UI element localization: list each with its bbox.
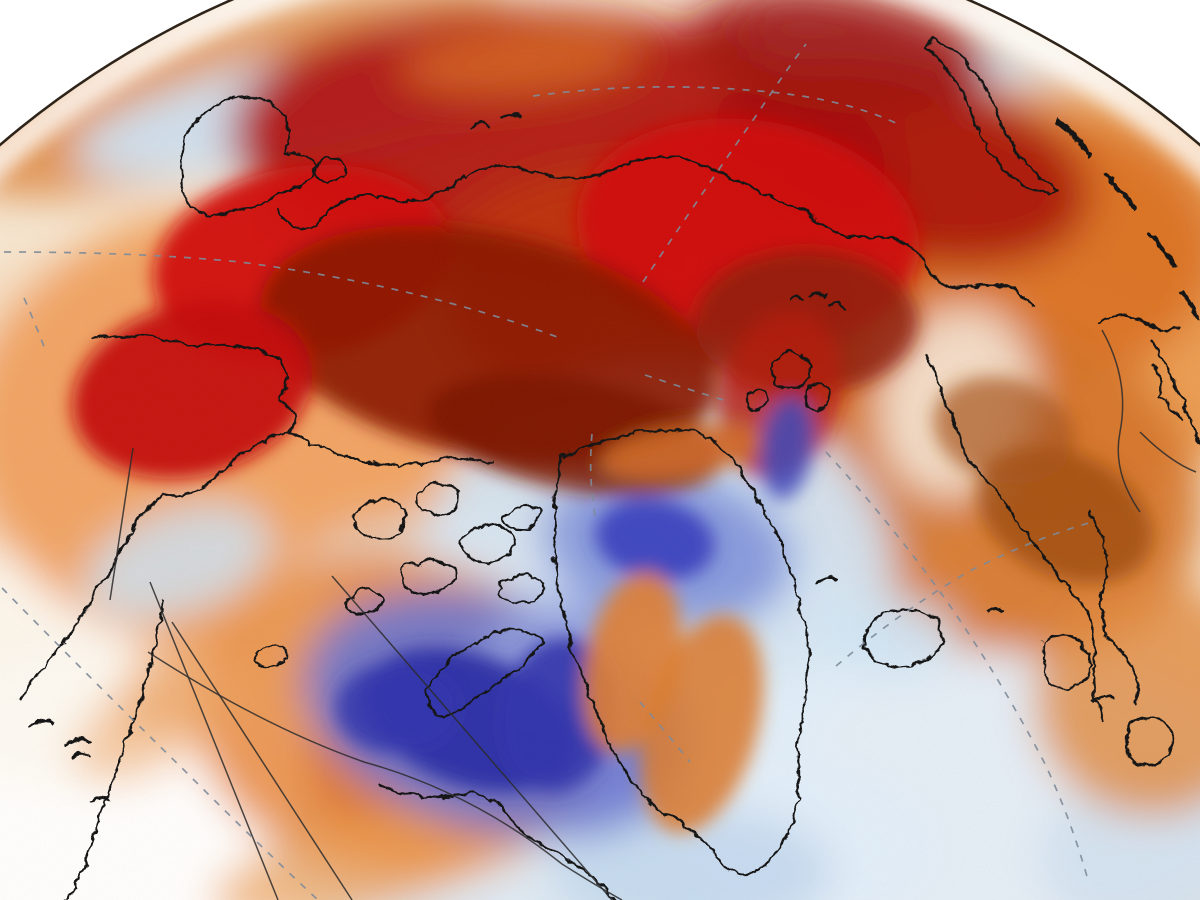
graticule-meridian-ne: [642, 43, 807, 283]
coast-faroe: [984, 605, 1002, 612]
island-banks: [350, 497, 406, 539]
island-victoria: [459, 522, 514, 562]
island-baffin: [422, 627, 544, 718]
coast-svalbard-c: [743, 386, 767, 409]
island-a: [414, 481, 460, 515]
coast-greenland: [551, 427, 809, 873]
border-canada-arc: [147, 651, 623, 900]
border-russia-a: [1101, 329, 1141, 513]
coast-new-siberian: [468, 111, 520, 130]
coast-iceland: [860, 606, 943, 667]
island-b: [399, 558, 456, 593]
island-c: [497, 572, 544, 604]
graticule-parallel-top: [532, 86, 903, 127]
coast-svalbard-b: [801, 381, 831, 410]
coast-hudson-labrador: [376, 780, 618, 900]
lake-great-bear: [251, 643, 288, 666]
graticule-meridian-sw: [1, 587, 319, 900]
graticule-svalbard-short: [644, 374, 731, 403]
coast-sweden-baltic: [1084, 506, 1137, 704]
island-d: [343, 587, 383, 615]
coast-franz-josef: [786, 289, 844, 308]
border-canada-b: [171, 621, 353, 900]
coast-limb-ne-clumps: [1054, 118, 1198, 320]
coast-norway: [924, 352, 1104, 720]
border-alaska-yukon: [109, 447, 134, 601]
graticule-parallel-west: [3, 251, 561, 339]
graticule-below-pole: [589, 433, 597, 523]
graticule-meridian-se: [825, 451, 1089, 881]
coast-russia-east-edge: [1148, 338, 1198, 442]
coast-novaya-zemlya: [920, 32, 1058, 193]
coast-scotland: [1040, 631, 1090, 689]
coast-alaska: [16, 333, 295, 702]
coast-wrangel: [310, 155, 347, 182]
border-canada-c: [331, 575, 613, 900]
coast-england: [1124, 714, 1172, 765]
coast-jan-mayen: [816, 573, 836, 582]
political-borders: [109, 329, 1197, 900]
coast-siberia-west: [274, 153, 808, 229]
coastlines: [16, 32, 1198, 900]
coast-uk-small: [1090, 693, 1112, 702]
graticule-parallel-se: [835, 521, 1093, 667]
border-russia-b: [1139, 431, 1197, 473]
island-devon: [502, 503, 543, 529]
coast-white-sea: [1148, 362, 1182, 420]
coast-canada-north: [284, 428, 494, 465]
graticule-lines: [1, 43, 1093, 900]
coast-kola: [1094, 312, 1180, 330]
coast-chukotka: [178, 93, 318, 216]
graticule-left-short: [23, 297, 47, 353]
coast-taimyr: [804, 210, 1034, 308]
border-canada-a: [149, 581, 279, 900]
coast-svalbard-a: [770, 350, 811, 389]
coast-alaska-islands: [28, 717, 90, 744]
coast-na-west: [64, 598, 164, 900]
